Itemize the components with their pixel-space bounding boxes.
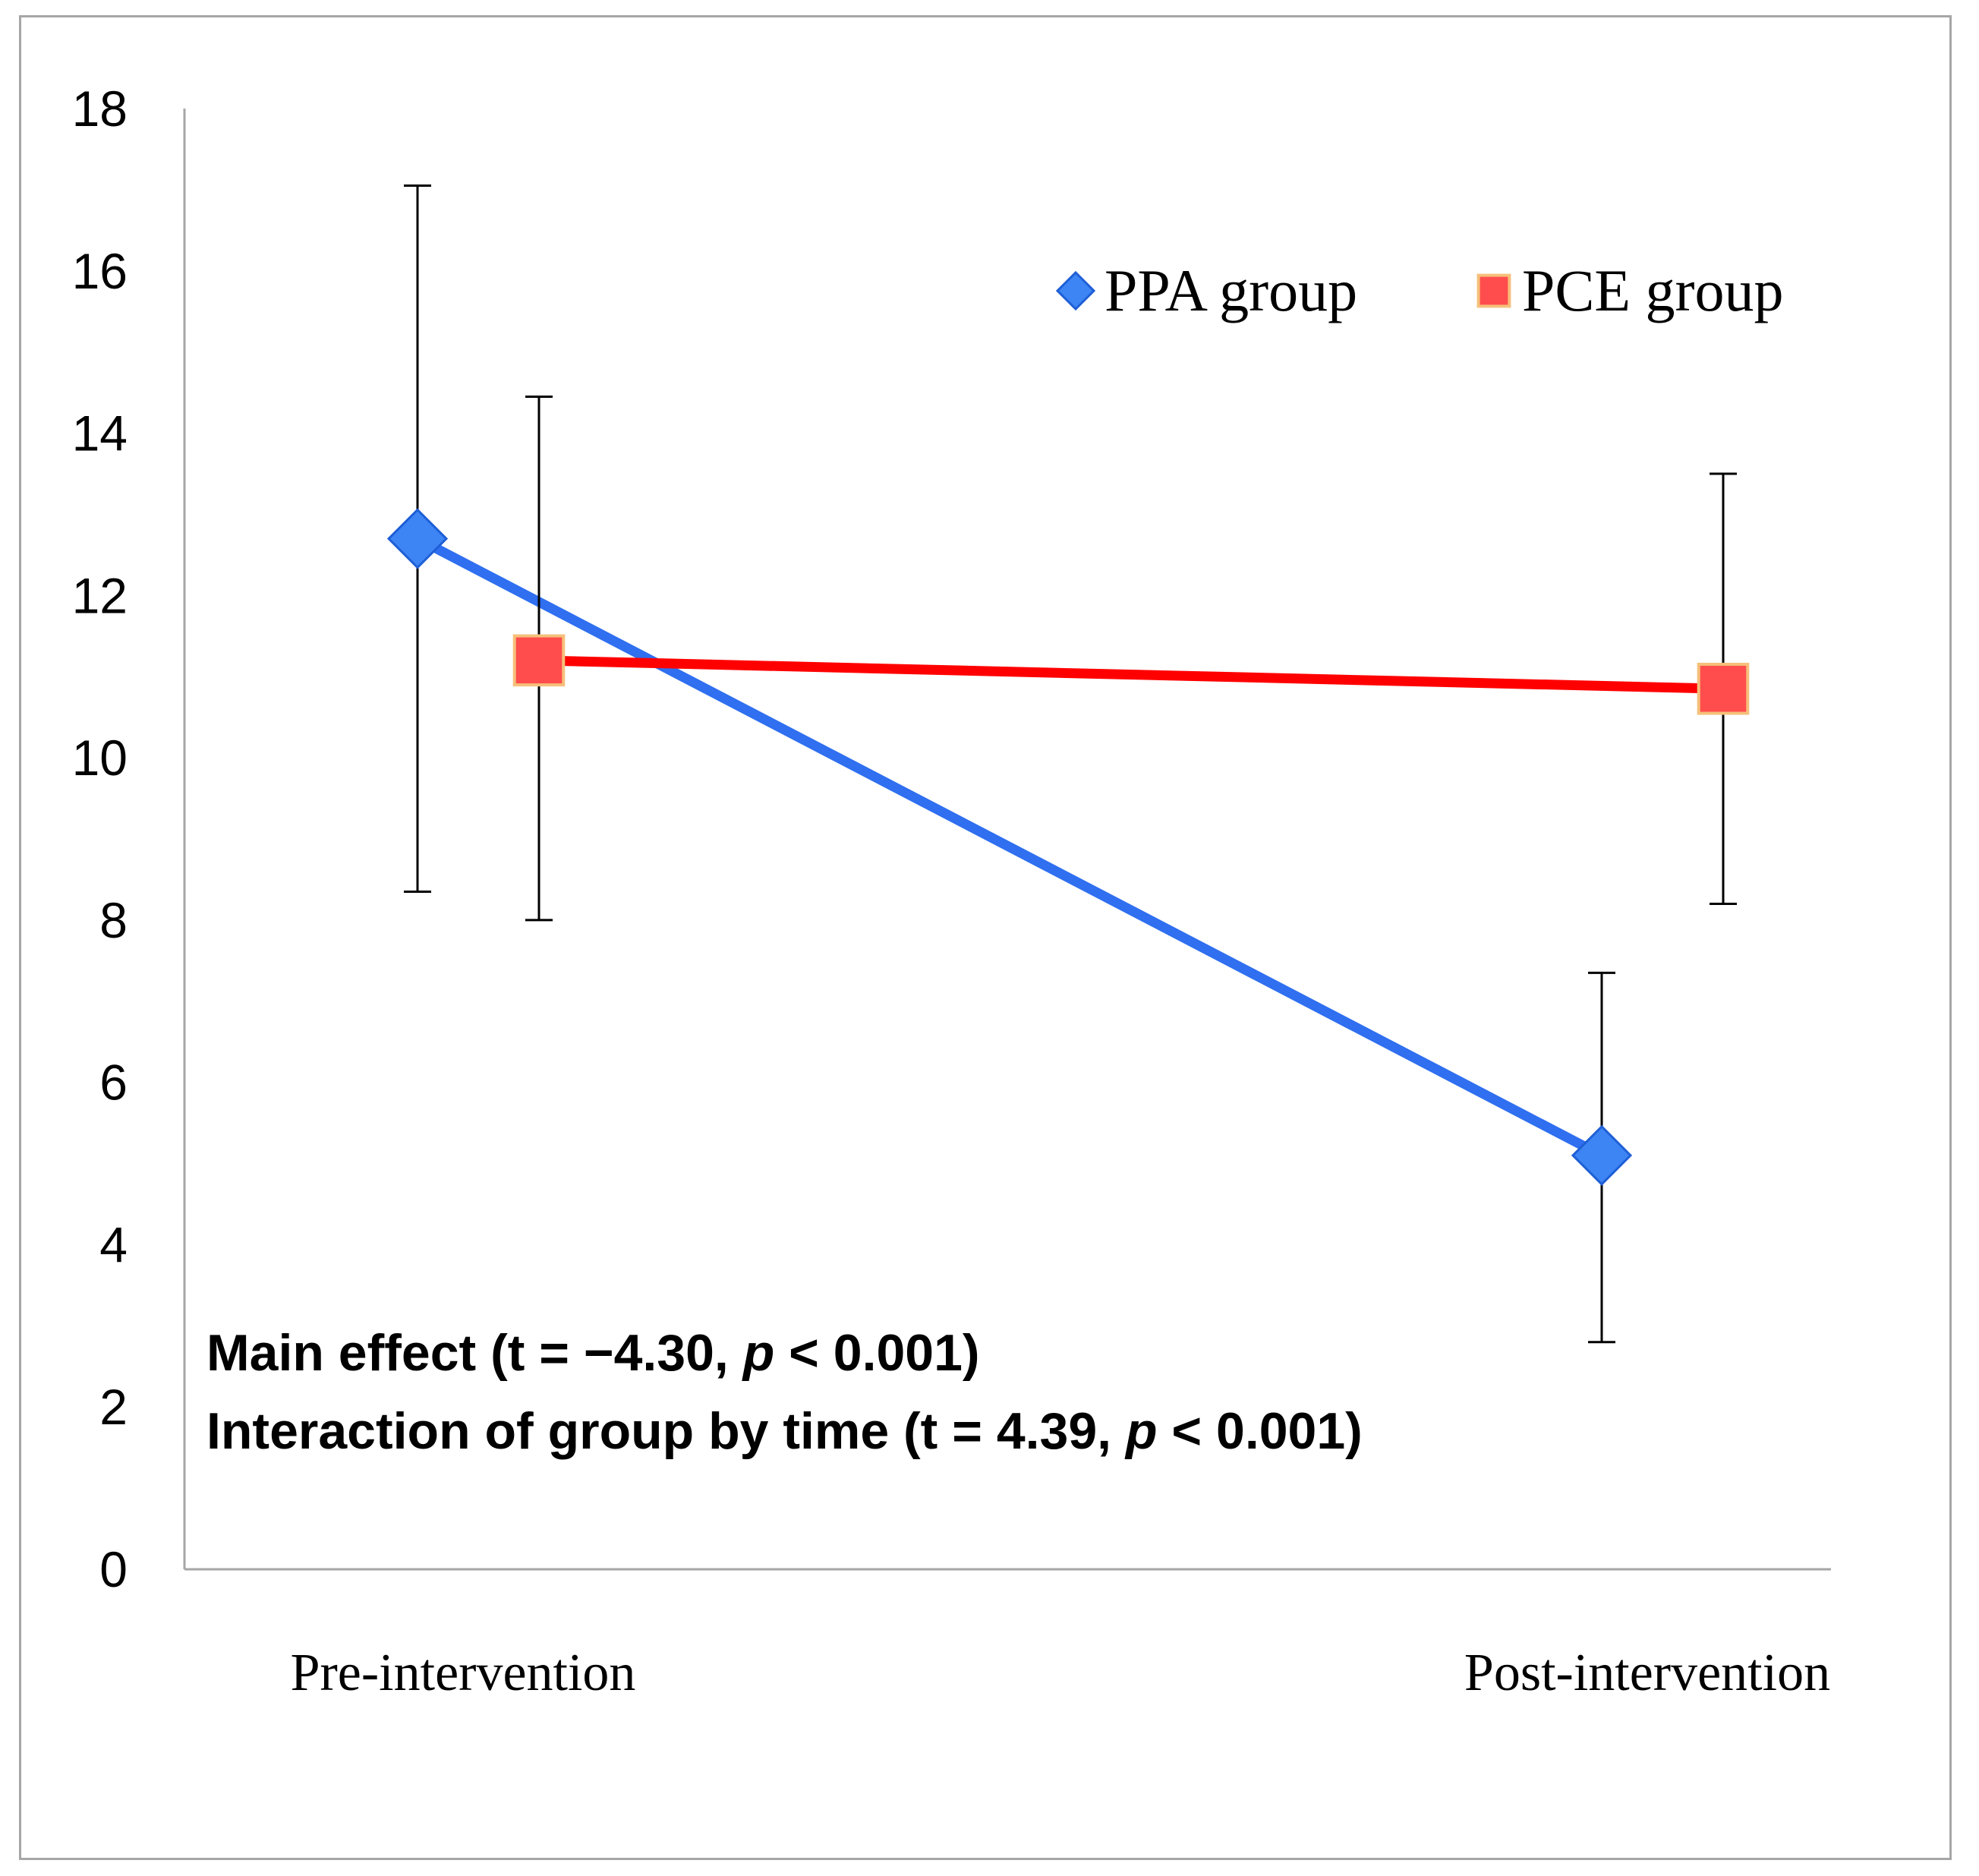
stat-annotation: Interaction of group by time (t = 4.39, … bbox=[206, 1402, 1363, 1460]
series-marker-diamond bbox=[386, 508, 449, 569]
x-category-label: Post-intervention bbox=[1464, 1644, 1830, 1702]
series-group bbox=[512, 395, 1750, 922]
x-category-label: Pre-intervention bbox=[291, 1644, 636, 1702]
series-marker-square bbox=[512, 634, 566, 687]
annotations: Main effect (t = −4.30, p < 0.001) Intera… bbox=[206, 1324, 1363, 1460]
series-marker-diamond bbox=[1055, 270, 1096, 311]
y-tick-label: 0 bbox=[99, 1541, 128, 1597]
y-tick-label: 16 bbox=[72, 243, 128, 299]
x-axis-labels: Pre-intervention Post-intervention bbox=[291, 1644, 1831, 1702]
legend-label: PCE group bbox=[1522, 257, 1784, 323]
series-group bbox=[386, 184, 1633, 1344]
y-axis-ticks: 0 2 4 6 8 10 12 14 16 18 bbox=[72, 80, 128, 1597]
y-tick-label: 4 bbox=[99, 1216, 128, 1272]
y-tick-label: 18 bbox=[72, 80, 128, 137]
series-line bbox=[534, 655, 1728, 694]
legend: PPA group PCE group bbox=[1055, 257, 1784, 323]
series-line bbox=[412, 534, 1607, 1161]
y-tick-label: 12 bbox=[72, 567, 128, 623]
stat-annotation: Main effect (t = −4.30, p < 0.001) bbox=[206, 1324, 980, 1382]
series-layer bbox=[386, 184, 1750, 1344]
series-marker-square bbox=[1476, 273, 1511, 308]
series-marker-diamond bbox=[1571, 1124, 1633, 1186]
chart-frame bbox=[19, 15, 1952, 1860]
series-marker-square bbox=[1697, 662, 1750, 715]
y-tick-label: 6 bbox=[99, 1055, 128, 1111]
y-tick-label: 8 bbox=[99, 892, 128, 948]
legend-label: PPA group bbox=[1105, 257, 1357, 323]
y-tick-label: 10 bbox=[72, 730, 128, 786]
y-tick-label: 2 bbox=[99, 1379, 128, 1435]
y-tick-label: 14 bbox=[72, 405, 128, 462]
